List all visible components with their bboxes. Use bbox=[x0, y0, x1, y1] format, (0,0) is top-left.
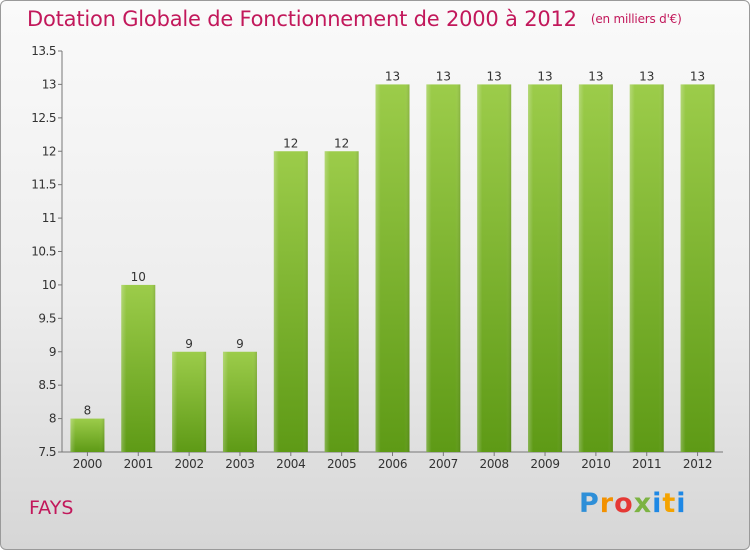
x-tick-label: 2010 bbox=[581, 457, 610, 471]
bar-shade-2000 bbox=[70, 418, 105, 452]
y-tick-label: 13 bbox=[42, 77, 56, 91]
logo-letter: i bbox=[652, 488, 663, 519]
y-tick-label: 8.5 bbox=[38, 378, 56, 392]
data-label: 8 bbox=[84, 404, 92, 418]
y-tick-label: 11 bbox=[42, 211, 56, 225]
bar-shade-2002 bbox=[172, 351, 207, 452]
bar-shade-2007 bbox=[426, 84, 461, 453]
data-label: 12 bbox=[283, 136, 298, 150]
y-tick-label: 12 bbox=[42, 144, 56, 158]
bars: 8 10 9 9 12 12 13 13 13 13 13 13 13 bbox=[70, 69, 715, 453]
x-tick-label: 2005 bbox=[327, 457, 356, 471]
y-tick-label: 8 bbox=[49, 412, 56, 426]
bar-shade-2001 bbox=[121, 284, 156, 452]
x-tick-label: 2006 bbox=[378, 457, 407, 471]
proxiti-logo: Proxiti bbox=[579, 488, 687, 519]
data-label: 13 bbox=[639, 69, 654, 83]
bar-shade-2011 bbox=[629, 84, 664, 453]
data-label: 9 bbox=[185, 337, 193, 351]
y-tick-label: 11.5 bbox=[31, 178, 56, 192]
chart-title-text: Dotation Globale de Fonctionnement de 20… bbox=[27, 7, 577, 31]
bar-shade-2004 bbox=[273, 151, 308, 452]
bar-shade-2006 bbox=[375, 84, 410, 453]
y-tick-label: 7.5 bbox=[38, 445, 56, 459]
data-label: 13 bbox=[436, 69, 451, 83]
data-label: 13 bbox=[537, 69, 552, 83]
x-tick-label: 2008 bbox=[480, 457, 509, 471]
data-label: 13 bbox=[588, 69, 603, 83]
axes: 7.5 8 8.5 9 9.5 10 10.5 11 11.5 12 12.5 13 13.5 2000 2… bbox=[31, 44, 723, 471]
data-label: 9 bbox=[236, 337, 244, 351]
data-label: 13 bbox=[690, 69, 705, 83]
logo-letter: x bbox=[633, 488, 653, 519]
logo-letter: o bbox=[614, 488, 634, 519]
bar-shade-2008 bbox=[477, 84, 512, 453]
y-tick-label: 10 bbox=[42, 278, 56, 292]
logo-letter: P bbox=[579, 488, 600, 519]
x-tick-label: 2012 bbox=[683, 457, 712, 471]
bar-shade-2005 bbox=[324, 151, 359, 452]
y-tick-label: 10.5 bbox=[31, 245, 56, 259]
bar-shade-2003 bbox=[222, 351, 257, 452]
x-tick-label: 2003 bbox=[225, 457, 254, 471]
logo-letter: t bbox=[662, 488, 677, 519]
x-tick-label: 2009 bbox=[530, 457, 559, 471]
y-tick-label: 12.5 bbox=[31, 111, 56, 125]
chart-title: Dotation Globale de Fonctionnement de 20… bbox=[27, 7, 682, 31]
x-tick-label: 2002 bbox=[174, 457, 203, 471]
data-label: 12 bbox=[334, 136, 349, 150]
data-label: 10 bbox=[131, 270, 146, 284]
bar-shade-2012 bbox=[680, 84, 715, 453]
x-tick-label: 2000 bbox=[73, 457, 102, 471]
x-tick-label: 2011 bbox=[632, 457, 661, 471]
data-label: 13 bbox=[385, 69, 400, 83]
logo-letter: i bbox=[676, 488, 687, 519]
logo-letter: r bbox=[599, 488, 615, 519]
y-tick-label: 13.5 bbox=[31, 44, 56, 58]
bar-shade-2010 bbox=[578, 84, 613, 453]
y-tick-label: 9 bbox=[49, 345, 56, 359]
x-tick-label: 2007 bbox=[429, 457, 458, 471]
y-tick-label: 9.5 bbox=[38, 311, 56, 325]
bar-shade-2009 bbox=[528, 84, 563, 453]
unit-label: (en milliers d'€) bbox=[590, 12, 682, 26]
commune-name: FAYS bbox=[29, 497, 74, 519]
x-tick-label: 2001 bbox=[124, 457, 153, 471]
x-tick-label: 2004 bbox=[276, 457, 305, 471]
data-label: 13 bbox=[487, 69, 502, 83]
